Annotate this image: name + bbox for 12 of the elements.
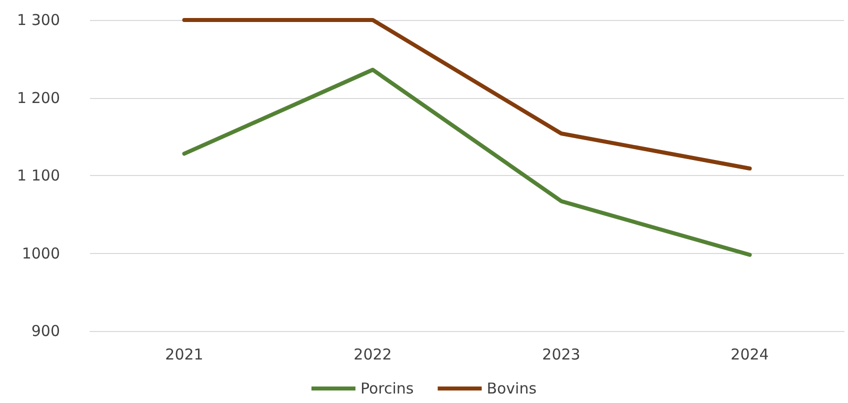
legend-label: Bovins bbox=[486, 380, 537, 398]
y-tick-label: 1 200 bbox=[17, 88, 60, 107]
x-tick-label: 2023 bbox=[542, 346, 580, 364]
x-tick-label: 2022 bbox=[354, 346, 392, 364]
y-tick-label: 1 100 bbox=[17, 166, 60, 184]
y-tick-label: 1 300 bbox=[17, 11, 60, 29]
x-tick-label: 2024 bbox=[730, 346, 769, 364]
x-tick-label: 2021 bbox=[165, 346, 204, 364]
line-series bbox=[182, 68, 752, 257]
y-tick-label: 1000 bbox=[22, 244, 60, 262]
y-tick-label: 900 bbox=[31, 322, 60, 340]
legend-label: Porcins bbox=[360, 380, 414, 398]
